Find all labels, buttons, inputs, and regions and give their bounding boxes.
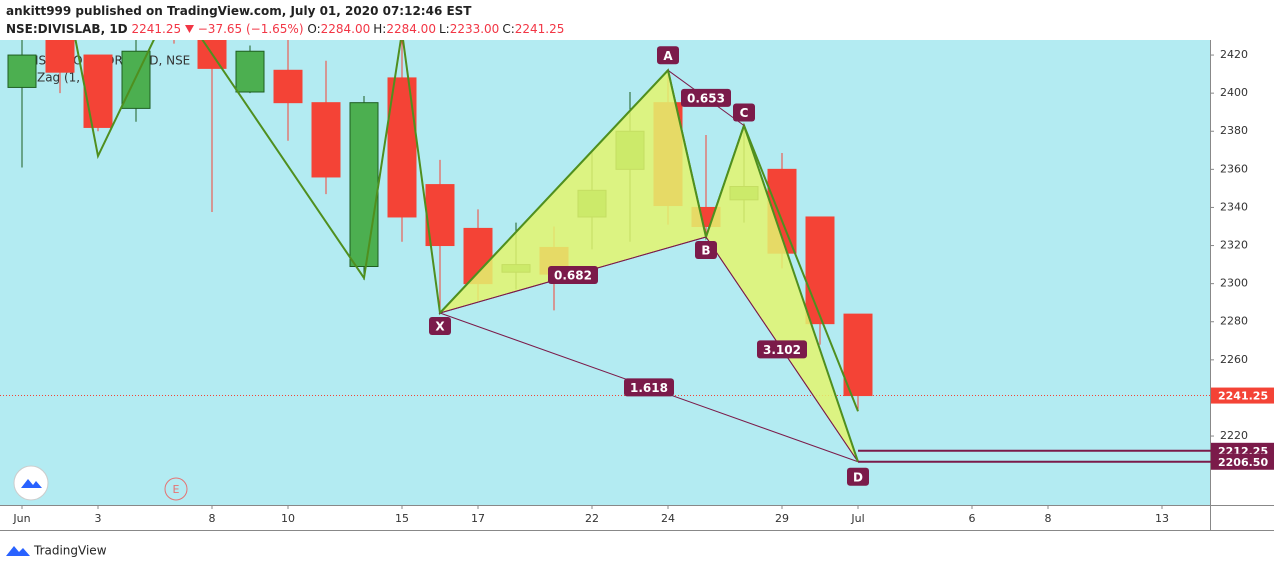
y-tick-label: 2300 xyxy=(1220,277,1248,290)
point-label: B xyxy=(701,243,710,257)
point-label-box xyxy=(695,240,717,259)
y-tick-label: 2320 xyxy=(1220,239,1248,252)
ratio-label-box xyxy=(757,340,807,359)
ohlc: O:2284.00 H:2284.00 L:2233.00 C:2241.25 xyxy=(307,22,567,36)
y-tick-label: 2280 xyxy=(1220,315,1248,328)
point-label: D xyxy=(853,470,863,484)
candle-body xyxy=(843,313,873,397)
y-tick-label: 2400 xyxy=(1220,86,1248,99)
x-tick-label: 6 xyxy=(969,512,976,525)
y-tick-label: 2260 xyxy=(1220,353,1248,366)
ratio-label-box xyxy=(548,265,598,284)
candle-body xyxy=(45,40,75,73)
ohlc-value: 2284.00 xyxy=(320,22,371,36)
ohlc-value: 2284.00 xyxy=(386,22,436,36)
candle-body xyxy=(7,54,37,88)
point-label-box xyxy=(733,103,755,122)
price-tag-box xyxy=(1211,387,1274,404)
y-tick-label: 2380 xyxy=(1220,124,1248,137)
candle-body xyxy=(83,54,113,128)
publisher: ankitt999 published on TradingView.com, … xyxy=(6,4,472,18)
y-tick-label: 2220 xyxy=(1220,429,1248,442)
ratio-label: 1.618 xyxy=(630,381,668,395)
price-tag-box xyxy=(1211,453,1274,470)
y-tick-label: 2340 xyxy=(1220,200,1248,213)
event-marker-circle xyxy=(164,477,188,501)
change: −37.65 (−1.65%) xyxy=(197,22,304,36)
x-tick-label: 15 xyxy=(395,512,409,525)
y-tick-label: 2360 xyxy=(1220,162,1248,175)
x-tick-label: 8 xyxy=(1045,512,1052,525)
ratio-label-box xyxy=(624,378,674,397)
x-tick-label: 3 xyxy=(95,512,102,525)
point-label-box xyxy=(847,467,869,486)
candle-body xyxy=(121,50,151,109)
ohlc-label: C: xyxy=(502,22,515,36)
pattern-wave xyxy=(667,70,707,238)
x-tick-label: 22 xyxy=(585,512,599,525)
symbol-line: NSE:DIVISLAB, 1D 2241.25 −37.65 (−1.65%)… xyxy=(6,22,567,36)
x-tick-label: 10 xyxy=(281,512,295,525)
logo-badge xyxy=(13,465,49,501)
x-tick-label: 24 xyxy=(661,512,675,525)
pattern-wave xyxy=(705,125,745,238)
down-arrow xyxy=(184,25,194,33)
ohlc-label: O: xyxy=(307,22,321,36)
event-marker: E xyxy=(173,483,180,496)
ohlc-label: H: xyxy=(373,22,387,36)
footer-logo xyxy=(6,546,30,556)
ohlc-value: 2241.25 xyxy=(514,22,565,36)
ratio-label: 3.102 xyxy=(763,343,801,357)
point-label: X xyxy=(435,319,445,333)
candle-body xyxy=(197,40,227,69)
price-tag: 2241.25 xyxy=(1218,390,1268,403)
point-label-box xyxy=(429,316,451,335)
x-tick-label: 29 xyxy=(775,512,789,525)
candle-body xyxy=(349,102,379,267)
candle-body xyxy=(273,69,303,104)
last-price: 2241.25 xyxy=(131,22,182,36)
y-tick-label: 2420 xyxy=(1220,48,1248,61)
candle-body xyxy=(160,17,188,36)
x-tick-label: Jul xyxy=(850,512,864,525)
candle-body xyxy=(805,216,835,325)
pattern-wave xyxy=(743,125,859,463)
point-label: C xyxy=(740,106,749,120)
plot-background xyxy=(0,40,1210,505)
ratio-label: 0.653 xyxy=(687,91,725,105)
point-label-box xyxy=(657,46,679,65)
x-tick-label: Jun xyxy=(12,512,30,525)
candle-body xyxy=(235,50,265,93)
candle-body xyxy=(425,184,455,247)
x-tick-label: 13 xyxy=(1155,512,1169,525)
footer-brand: TradingView xyxy=(33,544,107,558)
publisher-line: ankitt999 published on TradingView.com, … xyxy=(6,4,472,18)
pattern-wave xyxy=(439,69,669,314)
x-tick-label: 8 xyxy=(209,512,216,525)
ohlc-label: L: xyxy=(438,22,450,36)
x-tick-label: 17 xyxy=(471,512,485,525)
ohlc-value: 2233.00 xyxy=(449,22,500,36)
ratio-label: 0.682 xyxy=(554,268,592,282)
ratio-label-box xyxy=(681,88,731,107)
candle-body xyxy=(311,102,341,178)
symbol: NSE:DIVISLAB, 1D xyxy=(6,22,128,36)
price-tag: 2206.50 xyxy=(1218,456,1268,469)
point-label: A xyxy=(663,49,673,63)
